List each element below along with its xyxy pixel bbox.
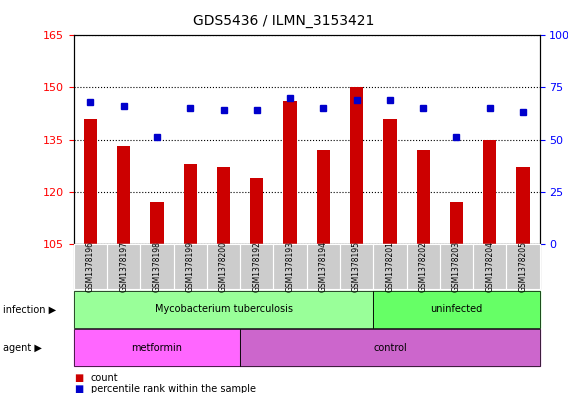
Text: uninfected: uninfected [431,305,483,314]
Bar [416,150,430,244]
Text: Mycobacterium tuberculosis: Mycobacterium tuberculosis [154,305,293,314]
Text: GSM1378201: GSM1378201 [386,241,394,292]
Text: GSM1378194: GSM1378194 [319,241,328,292]
Text: count: count [91,373,119,383]
Bar [283,101,296,244]
Bar [250,178,264,244]
Bar [383,119,396,244]
Bar [450,202,463,244]
Text: percentile rank within the sample: percentile rank within the sample [91,384,256,393]
Text: GSM1378193: GSM1378193 [286,241,295,292]
Text: agent ▶: agent ▶ [3,343,41,353]
Text: GSM1378202: GSM1378202 [419,241,428,292]
Bar [350,87,364,244]
Bar [483,140,496,244]
Bar [183,164,197,244]
Text: control: control [373,343,407,353]
Bar [151,202,164,244]
Text: GSM1378192: GSM1378192 [252,241,261,292]
Text: infection ▶: infection ▶ [3,305,56,314]
Text: GSM1378205: GSM1378205 [519,241,528,292]
Text: metformin: metformin [132,343,182,353]
Bar [516,167,529,244]
Text: GSM1378197: GSM1378197 [119,241,128,292]
Bar [117,147,131,244]
Text: GDS5436 / ILMN_3153421: GDS5436 / ILMN_3153421 [193,14,375,28]
Text: GSM1378198: GSM1378198 [153,241,161,292]
Text: ■: ■ [74,384,83,393]
Text: GSM1378199: GSM1378199 [186,241,195,292]
Text: GSM1378195: GSM1378195 [352,241,361,292]
Text: GSM1378204: GSM1378204 [485,241,494,292]
Bar [84,119,97,244]
Text: GSM1378203: GSM1378203 [452,241,461,292]
Text: GSM1378196: GSM1378196 [86,241,95,292]
Bar [317,150,330,244]
Text: GSM1378200: GSM1378200 [219,241,228,292]
Bar [217,167,230,244]
Text: ■: ■ [74,373,83,383]
